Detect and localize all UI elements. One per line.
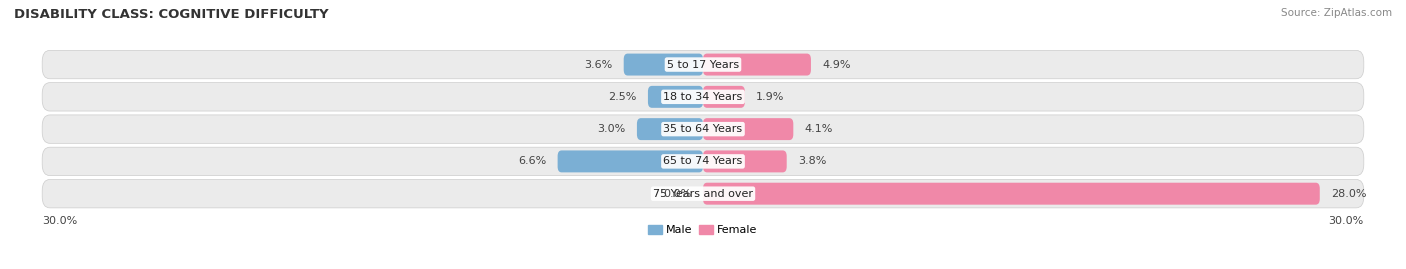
Text: 30.0%: 30.0% <box>42 216 77 226</box>
Text: 4.1%: 4.1% <box>804 124 832 134</box>
FancyBboxPatch shape <box>42 50 1364 79</box>
Text: 6.6%: 6.6% <box>519 156 547 167</box>
FancyBboxPatch shape <box>42 83 1364 111</box>
Text: 28.0%: 28.0% <box>1330 189 1367 199</box>
Legend: Male, Female: Male, Female <box>644 220 762 240</box>
Text: 35 to 64 Years: 35 to 64 Years <box>664 124 742 134</box>
Text: 3.0%: 3.0% <box>598 124 626 134</box>
FancyBboxPatch shape <box>42 179 1364 208</box>
Text: 1.9%: 1.9% <box>756 92 785 102</box>
FancyBboxPatch shape <box>703 183 1320 205</box>
Text: 3.8%: 3.8% <box>797 156 827 167</box>
FancyBboxPatch shape <box>42 115 1364 143</box>
Text: DISABILITY CLASS: COGNITIVE DIFFICULTY: DISABILITY CLASS: COGNITIVE DIFFICULTY <box>14 8 329 21</box>
FancyBboxPatch shape <box>703 150 787 172</box>
Text: 18 to 34 Years: 18 to 34 Years <box>664 92 742 102</box>
FancyBboxPatch shape <box>558 150 703 172</box>
FancyBboxPatch shape <box>624 54 703 76</box>
FancyBboxPatch shape <box>42 147 1364 176</box>
Text: 5 to 17 Years: 5 to 17 Years <box>666 59 740 70</box>
Text: Source: ZipAtlas.com: Source: ZipAtlas.com <box>1281 8 1392 18</box>
FancyBboxPatch shape <box>637 118 703 140</box>
FancyBboxPatch shape <box>703 86 745 108</box>
Text: 75 Years and over: 75 Years and over <box>652 189 754 199</box>
Text: 65 to 74 Years: 65 to 74 Years <box>664 156 742 167</box>
Text: 0.0%: 0.0% <box>664 189 692 199</box>
Text: 3.6%: 3.6% <box>585 59 613 70</box>
Text: 4.9%: 4.9% <box>823 59 851 70</box>
FancyBboxPatch shape <box>648 86 703 108</box>
FancyBboxPatch shape <box>703 54 811 76</box>
Text: 2.5%: 2.5% <box>609 92 637 102</box>
Text: 30.0%: 30.0% <box>1329 216 1364 226</box>
FancyBboxPatch shape <box>703 118 793 140</box>
